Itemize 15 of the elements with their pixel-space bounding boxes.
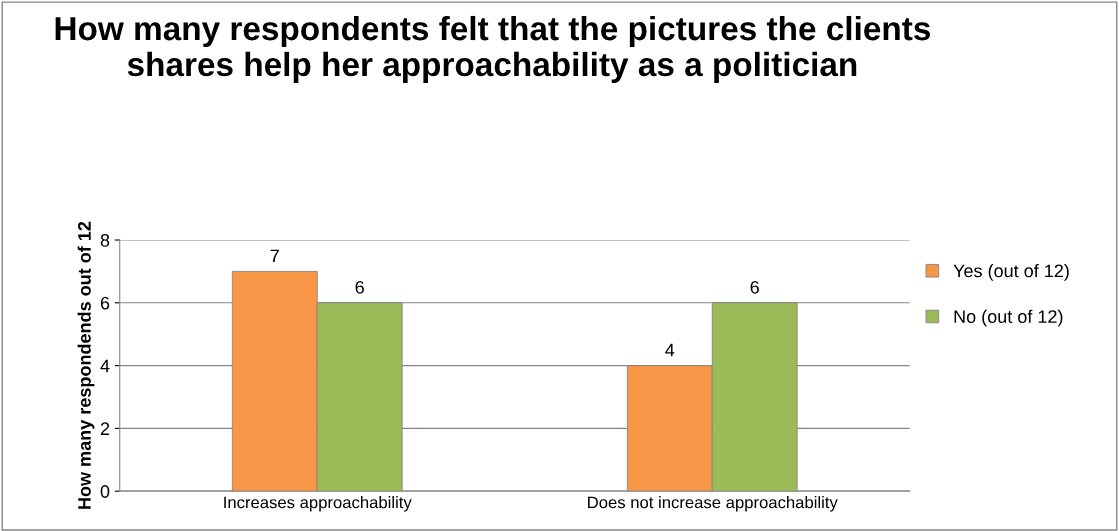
y-axis-title: How many respondends out of 12 xyxy=(77,221,95,509)
x-tick-label: Does not increase approachability xyxy=(588,496,838,512)
y-tick-label: 4 xyxy=(100,359,110,373)
data-label: 7 xyxy=(270,249,279,263)
data-label: 6 xyxy=(750,280,759,294)
x-tick-label: Increases approachability xyxy=(224,496,412,512)
y-tick-label: 2 xyxy=(100,422,110,435)
chart-title: How many respondents felt that the pictures the clients shares help her approachability as a politician xyxy=(55,15,930,83)
data-label: 6 xyxy=(355,280,364,294)
y-tick-label: 8 xyxy=(100,233,110,247)
y-tick-label: 6 xyxy=(100,296,110,310)
legend-label: Yes (out of 12) xyxy=(953,263,1069,281)
legend-label: No (out of 12) xyxy=(954,309,1063,327)
data-label: 4 xyxy=(665,343,675,357)
y-tick-label: 0 xyxy=(100,485,110,498)
